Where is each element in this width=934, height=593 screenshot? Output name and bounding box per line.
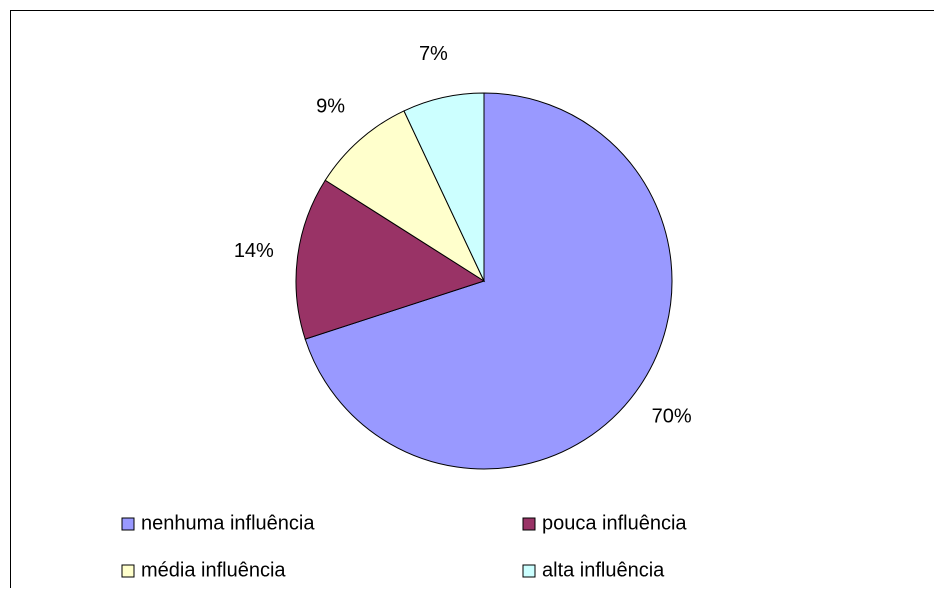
data-label: 14%: [234, 240, 274, 262]
legend-label: média influência: [141, 559, 286, 581]
legend-label: alta influência: [542, 559, 665, 581]
legend-label: nenhuma influência: [141, 512, 315, 534]
legend-label: pouca influência: [542, 512, 687, 534]
legend-swatch: [122, 518, 134, 530]
legend-swatch: [523, 565, 535, 577]
data-label: 70%: [652, 406, 692, 428]
legend-swatch: [122, 565, 134, 577]
data-label: 7%: [419, 43, 448, 65]
legend-swatch: [523, 518, 535, 530]
data-label: 9%: [316, 95, 345, 117]
